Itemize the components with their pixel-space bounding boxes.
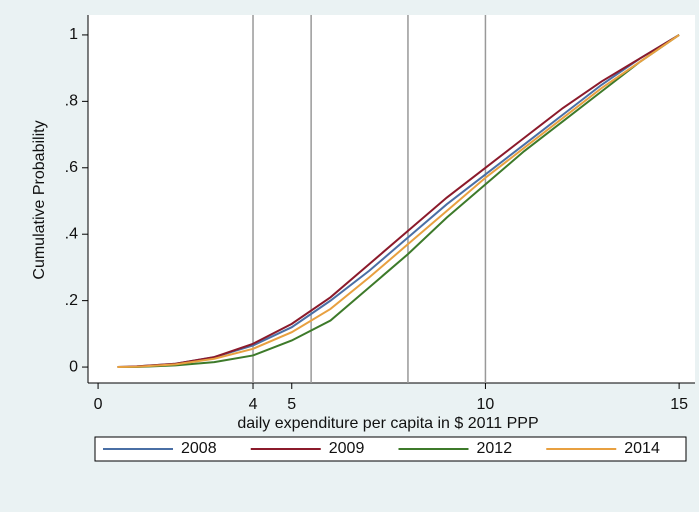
y-tick-label: .2 — [65, 292, 78, 309]
series-line — [117, 34, 680, 369]
x-tick-label: 0 — [94, 396, 103, 413]
legend-label: 2008 — [181, 440, 217, 457]
y-tick-label: 0 — [69, 358, 78, 375]
y-tick-label: .6 — [65, 159, 78, 176]
x-tick-label: 4 — [249, 396, 258, 413]
legend-label: 2012 — [477, 440, 513, 457]
x-tick-label: 10 — [477, 396, 495, 413]
series-line — [117, 34, 680, 369]
x-axis-title: daily expenditure per capita in $ 2011 P… — [237, 415, 538, 432]
y-axis-title: Cumulative Probability — [31, 120, 48, 279]
x-tick-label: 5 — [287, 396, 296, 413]
x-tick-label: 15 — [670, 396, 688, 413]
legend-label: 2009 — [329, 440, 365, 457]
y-tick-label: 1 — [69, 26, 78, 43]
legend-label: 2014 — [624, 440, 660, 457]
plot-area — [88, 15, 695, 383]
series-line — [117, 34, 680, 369]
y-tick-label: .8 — [65, 93, 78, 110]
y-tick-label: .4 — [65, 225, 78, 242]
